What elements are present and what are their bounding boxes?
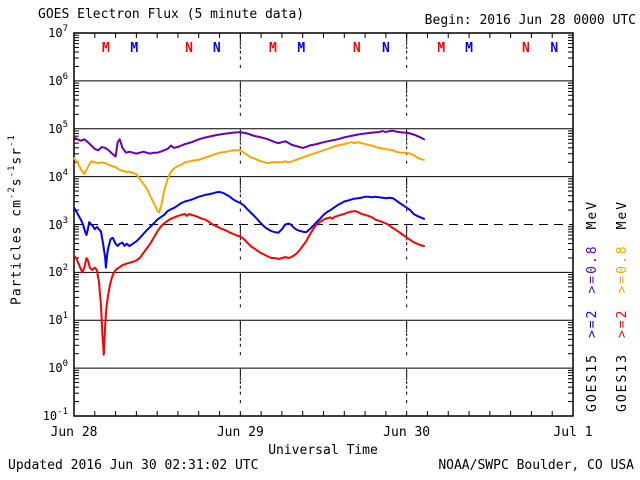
marker-n: N: [213, 41, 221, 56]
y-axis-tick-label: 102: [48, 263, 68, 280]
y-axis-tick-label: 106: [48, 71, 68, 88]
marker-n: N: [185, 41, 193, 56]
y-axis-tick-label: 104: [48, 167, 68, 184]
x-axis-tick-label: Jun 30: [383, 425, 431, 440]
legend-goes13-unit: MeV: [615, 199, 630, 230]
marker-m: M: [130, 41, 138, 56]
curve-goes15-0-8-mev: [73, 129, 425, 158]
legend-goes15-satellite: GOES15: [585, 353, 600, 412]
y-axis-tick-label: 101: [48, 311, 68, 328]
begin-timestamp: Begin: 2016 Jun 28 0000 UTC: [424, 13, 636, 28]
curve-goes13-2-mev: [73, 210, 425, 356]
y-axis-tick-label: 107: [48, 24, 68, 40]
curve-goes15-2-mev: [73, 190, 425, 269]
page-title: GOES Electron Flux (5 minute data): [38, 7, 305, 22]
x-axis-tick-label: Jul 1: [553, 425, 593, 440]
updated-timestamp: Updated 2016 Jun 30 02:31:02 UTC: [8, 458, 259, 473]
legend-goes13-ge08mev: >=0.8: [615, 244, 630, 294]
marker-m: M: [269, 41, 277, 56]
y-axis-tick-label: 103: [48, 215, 68, 232]
y-axis-tick-label: 100: [48, 359, 68, 376]
legend-goes15-ge2mev: >=2: [585, 308, 600, 339]
marker-m: M: [102, 41, 110, 56]
marker-m: M: [465, 41, 473, 56]
source-credit: NOAA/SWPC Boulder, CO USA: [438, 458, 634, 473]
curve-goes13-0-8-mev: [73, 141, 425, 214]
marker-n: N: [353, 41, 361, 56]
y-axis-tick-label: 105: [48, 119, 68, 136]
x-axis-tick-label: Jun 28: [50, 425, 98, 440]
y-axis-tick-label: 10-1: [42, 407, 68, 423]
legend-goes15-unit: MeV: [585, 199, 600, 230]
marker-m: M: [437, 41, 445, 56]
legend-goes13: GOES13 >=2 >=0.8 MeV: [615, 150, 630, 412]
legend-goes15-ge08mev: >=0.8: [585, 244, 600, 294]
plot-border: [73, 32, 574, 417]
legend-goes15: GOES15 >=2 >=0.8 MeV: [585, 150, 600, 412]
x-axis-tick-label: Jun 29: [216, 425, 264, 440]
legend-goes13-satellite: GOES13: [615, 353, 630, 412]
x-axis-title: Universal Time: [268, 443, 378, 458]
marker-n: N: [550, 41, 558, 56]
marker-n: N: [382, 41, 390, 56]
legend-goes13-ge2mev: >=2: [615, 308, 630, 339]
marker-n: N: [522, 41, 530, 56]
marker-m: M: [297, 41, 305, 56]
